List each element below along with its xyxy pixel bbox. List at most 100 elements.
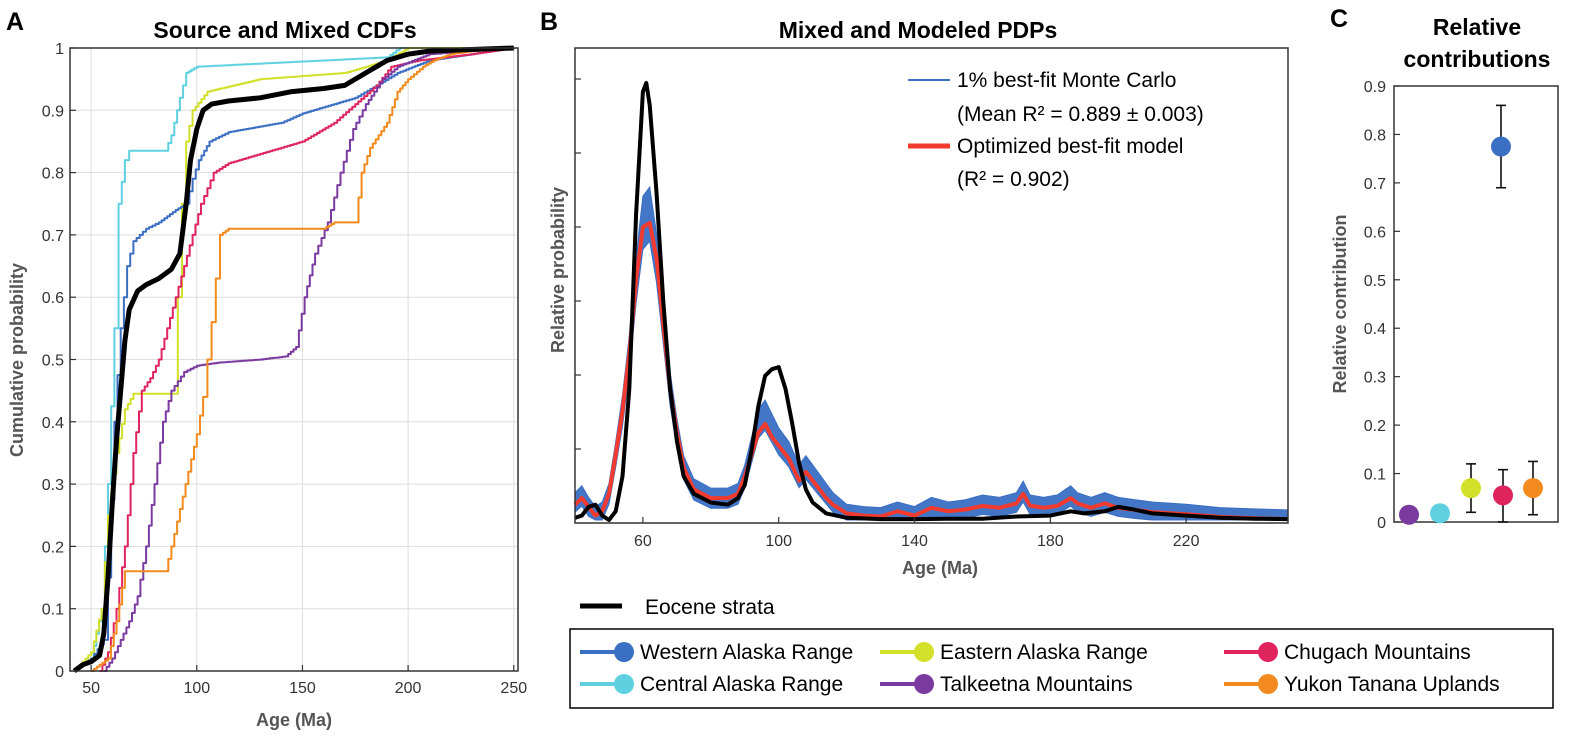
panel-b-x-tick-label: 180 [1037,533,1064,550]
source-legend: Western Alaska Range Eastern Alaska Range… [569,628,1554,709]
legend-dot-swatch [914,674,934,694]
panel-a-series-central-alaska-range [74,47,514,672]
legend-label: Yukon Tanana Uplands [1284,673,1500,696]
panel-c-y-ticks: 0 0.1 0.2 0.3 0.4 0.5 0.6 0.7 0.8 0.9 [1364,79,1400,532]
legend-item-yukon-tanana-uplands: Yukon Tanana Uplands [1224,673,1500,696]
panel-c: C Relative contributions 0 0.1 0.2 0.3 0.4 0.… [1330,5,1559,532]
panel-a-y-tick-label: 0 [55,664,64,681]
panel-c-y-tick-label: 0.1 [1364,467,1386,484]
panel-c-title-line1: Relative [1433,14,1521,40]
eocene-key: Eocene strata [580,596,775,619]
legend-optimized-label: Optimized best-fit model [957,135,1183,158]
panel-b-y-label: Relative probability [548,187,568,353]
panel-c-y-tick-label: 0 [1377,515,1386,532]
legend-item-eastern-alaska-range: Eastern Alaska Range [880,641,1148,664]
legend-optimized-r2: (R² = 0.902) [957,168,1070,191]
contribution-western-alaska-range [1491,104,1511,189]
legend-label: Eastern Alaska Range [940,641,1148,664]
legend-dot-swatch [614,674,634,694]
legend-dot-swatch [1258,642,1278,662]
panel-b-series-optimized-best-fit-model [573,220,1289,522]
legend-item-talkeetna-mountains: Talkeetna Mountains [880,673,1133,696]
contribution-point [1493,485,1513,506]
panel-a-x-tick-label: 200 [395,680,422,697]
legend-label: Talkeetna Mountains [940,673,1133,696]
panel-a-y-tick-label: 0.1 [42,602,64,619]
panel-a-x-label: Age (Ma) [256,710,332,730]
panel-a-y-tick-label: 0.7 [42,228,64,245]
panel-a-x-ticks: 50 100 150 200 250 [82,665,527,697]
contribution-chugach-mountains [1493,468,1513,523]
source-legend-box [569,628,1554,709]
contribution-talkeetna-mountains [1399,504,1419,525]
panel-b-frame [574,47,1289,524]
panel-a: A Source and Mixed CDFs 50 100 150 200 250 0… [6,8,527,730]
panel-c-y-label: Relative contribution [1330,214,1350,393]
panel-a-y-tick-label: 1 [55,41,64,58]
panel-b-x-tick-label: 60 [634,533,652,550]
panel-b-x-tick-label: 220 [1173,533,1200,550]
panel-b-x-tick-label: 140 [901,533,928,550]
panel-b-legend: 1% best-fit Monte Carlo (Mean R² = 0.889… [908,69,1204,191]
panel-c-y-tick-label: 0.8 [1364,127,1386,144]
panel-a-y-label: Cumulative probability [7,263,27,457]
panel-c-y-tick-label: 0.3 [1364,370,1386,387]
panel-a-x-tick-label: 250 [500,680,527,697]
panel-b-y-marks [575,78,581,450]
panel-a-series [72,45,515,674]
panel-a-y-tick-label: 0.5 [42,353,64,370]
legend-item-central-alaska-range: Central Alaska Range [580,673,843,696]
panel-a-y-tick-label: 0.2 [42,539,64,556]
panel-b-x-tick-label: 100 [765,533,792,550]
panel-a-x-tick-label: 50 [82,680,100,697]
panel-b: B Mixed and Modeled PDPs 60 100 140 180 220 … [540,8,1289,578]
panel-a-series-eastern-alaska-range [74,47,514,672]
panel-letter-a: A [6,8,24,36]
panel-b-series-eocene-strata [574,81,1289,522]
panel-a-series-eocene-strata [72,45,514,674]
legend-item-western-alaska-range: Western Alaska Range [580,641,853,664]
legend-dot-swatch [1258,674,1278,694]
legend-label: Chugach Mountains [1284,641,1471,664]
panel-c-y-tick-label: 0.2 [1364,418,1386,435]
panel-a-y-tick-label: 0.4 [42,415,64,432]
panel-b-title: Mixed and Modeled PDPs [779,17,1058,43]
contribution-point [1461,478,1481,499]
panel-a-y-tick-label: 0.3 [42,477,64,494]
panel-a-series-talkeetna-mountains [103,47,515,672]
legend-label: Western Alaska Range [640,641,853,664]
legend-montecarlo-label: 1% best-fit Monte Carlo [957,69,1176,92]
panel-a-x-tick-label: 150 [289,680,316,697]
contribution-point [1523,478,1543,499]
contribution-yukon-tanana-uplands [1523,460,1543,516]
legend-montecarlo-r2: (Mean R² = 0.889 ± 0.003) [957,103,1204,126]
panel-c-y-tick-label: 0.5 [1364,273,1386,290]
panel-c-points [1399,104,1543,525]
contribution-eastern-alaska-range [1461,463,1481,514]
panel-c-y-tick-label: 0.9 [1364,79,1386,96]
source-legend-items: Western Alaska Range Eastern Alaska Range… [580,641,1500,696]
panel-letter-c: C [1330,5,1348,33]
panel-a-title: Source and Mixed CDFs [153,17,416,43]
panel-c-y-tick-label: 0.7 [1364,176,1386,193]
panel-a-y-ticks: 0 0.1 0.2 0.3 0.4 0.5 0.6 0.7 0.8 0.9 1 [42,41,76,681]
legend-label: Central Alaska Range [640,673,843,696]
panel-c-frame [1393,85,1559,523]
panel-a-series-yukon-tanana-uplands [91,47,515,672]
panel-b-x-ticks: 60 100 140 180 220 [634,517,1200,550]
panel-a-x-tick-label: 100 [183,680,210,697]
panel-c-y-tick-label: 0.4 [1364,321,1386,338]
contribution-point [1399,504,1419,525]
panel-letter-b: B [540,8,558,36]
panel-a-y-tick-label: 0.9 [42,103,64,120]
contribution-point [1430,503,1450,524]
legend-dot-swatch [614,642,634,662]
legend-dot-swatch [914,642,934,662]
contribution-point [1491,136,1511,157]
panel-a-y-tick-label: 0.8 [42,166,64,183]
panel-c-title-line2: contributions [1404,46,1551,72]
legend-item-chugach-mountains: Chugach Mountains [1224,641,1471,664]
panel-c-y-tick-label: 0.6 [1364,224,1386,241]
panel-b-x-label: Age (Ma) [902,558,978,578]
